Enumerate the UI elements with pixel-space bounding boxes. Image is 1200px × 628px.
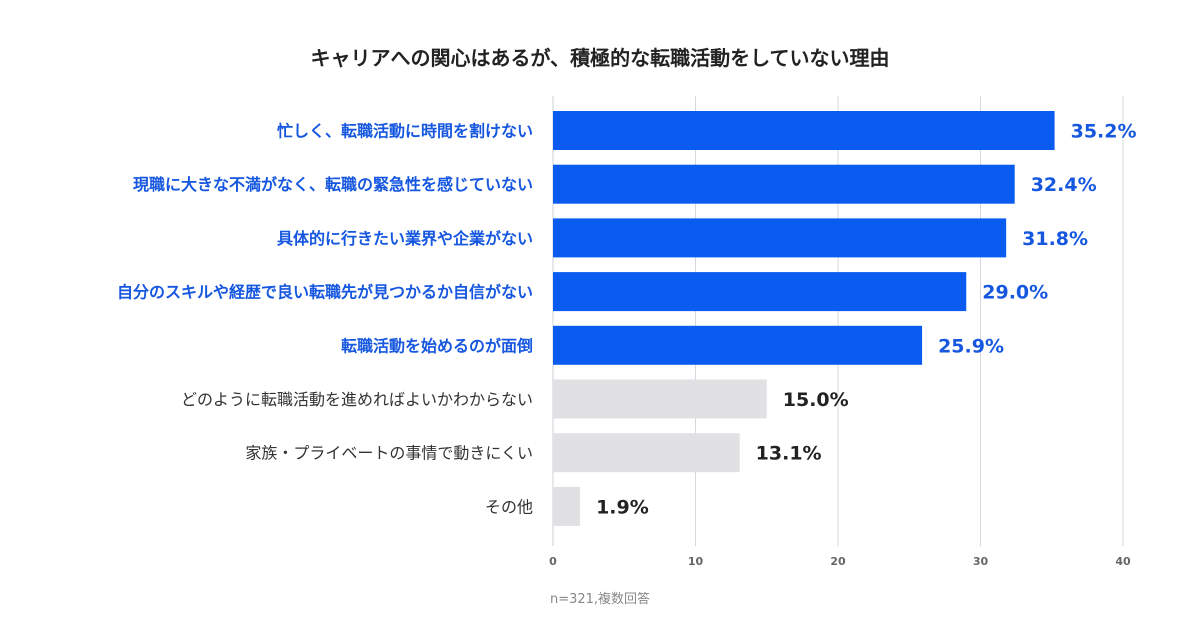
value-label: 31.8% [1022,228,1088,250]
bar [553,433,740,473]
category-label: その他 [485,497,533,516]
category-label: 具体的に行きたい業界や企業がない [277,229,533,248]
chart-title: キャリアへの関心はあるが、積極的な転職活動をしていない理由 [310,46,890,70]
category-label: 自分のスキルや経歴で良い転職先が見つかるか自信がない [117,283,533,302]
x-tick-label: 40 [1115,555,1131,568]
category-label: 現職に大きな不満がなく、転職の緊急性を感じていない [133,175,533,194]
bar [553,111,1055,150]
category-label: 家族・プライベートの事情で動きにくい [245,444,533,463]
bar [553,164,1015,204]
x-tick-label: 10 [688,555,704,568]
bar [553,486,581,526]
x-tick-label: 20 [830,555,846,568]
category-label: 転職活動を始めるのが面倒 [341,336,533,355]
category-label: 忙しく、転職活動に時間を割けない [277,122,533,141]
value-label: 13.1% [756,443,822,465]
value-label: 1.9% [596,496,649,518]
x-tick-label: 0 [549,555,557,568]
bar [553,325,923,365]
value-label: 15.0% [783,389,849,411]
value-label: 25.9% [938,335,1004,357]
value-label: 32.4% [1031,174,1097,196]
bar [553,218,1007,258]
x-tick-label: 30 [973,555,989,568]
bar [553,379,767,419]
category-label: どのように転職活動を進めればよいかわからない [181,390,533,409]
value-label: 29.0% [982,282,1048,304]
bar [553,272,967,312]
sample-size-note: n=321,複数回答 [549,592,651,607]
value-label: 35.2% [1071,121,1137,143]
